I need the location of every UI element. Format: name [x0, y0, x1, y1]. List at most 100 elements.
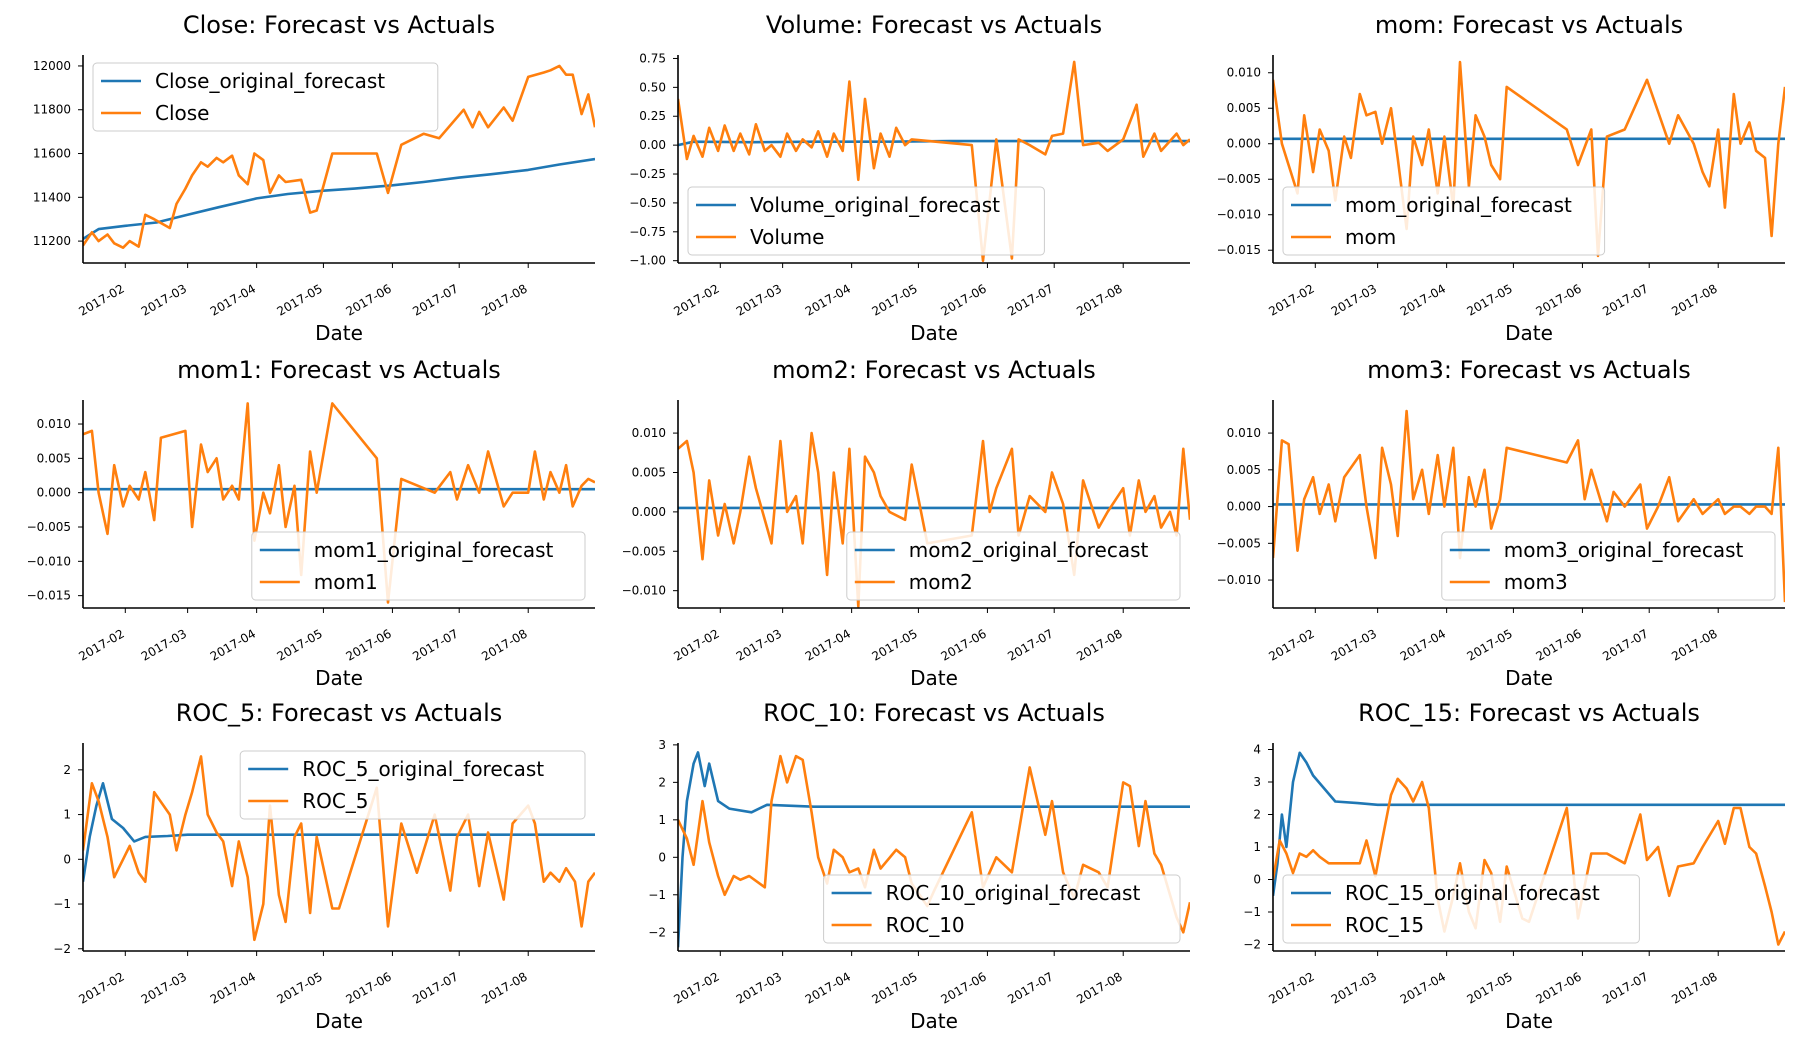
x-tick-label: 2017-05 [1464, 281, 1514, 318]
chart-panel: mom2: Forecast vs Actuals −0.010 −0.005 0.0… [622, 356, 1190, 690]
y-tick-label: 3 [1253, 775, 1261, 789]
legend-label: mom1_original_forecast [314, 538, 554, 562]
chart-title: mom1: Forecast vs Actuals [177, 356, 501, 384]
y-tick-label: 0.010 [37, 417, 71, 431]
x-axis-label: Date [315, 1009, 363, 1033]
x-tick-label: 2017-04 [803, 969, 853, 1006]
legend-label: ROC_15 [1345, 913, 1424, 937]
y-tick-label: 0.005 [632, 465, 666, 479]
y-tick-label: 0.005 [1227, 463, 1261, 477]
chart-title: Volume: Forecast vs Actuals [766, 11, 1102, 39]
x-tick-label: 2017-07 [1005, 626, 1055, 663]
chart-title: ROC_10: Forecast vs Actuals [763, 699, 1105, 727]
x-tick-label: 2017-07 [1600, 281, 1650, 318]
y-tick-label: −1 [1243, 905, 1261, 919]
x-tick-label: 2017-04 [208, 969, 258, 1006]
x-tick-label: 2017-02 [1266, 969, 1316, 1006]
y-tick-label: 0.010 [1227, 66, 1261, 80]
legend-label: ROC_5_original_forecast [302, 757, 544, 781]
forecast-series-line [1273, 751, 1785, 896]
legend-box [1282, 186, 1606, 256]
x-tick-label: 2017-05 [274, 626, 324, 663]
x-tick-label: 2017-05 [274, 969, 324, 1006]
chart-panel: ROC_15: Forecast vs Actuals −2 −1 0 1 2 3 4 2017… [1243, 699, 1785, 1033]
chart-panel: mom3: Forecast vs Actuals −0.010 −0.005 0.0… [1217, 356, 1785, 690]
x-tick-label: 2017-02 [671, 626, 721, 663]
legend-label: ROC_10 [886, 913, 965, 937]
legend: ROC_5_original_forecast ROC_5 [239, 750, 586, 820]
chart-title: ROC_5: Forecast vs Actuals [176, 699, 503, 727]
x-tick-label: 2017-08 [1669, 969, 1719, 1006]
x-tick-label: 2017-07 [1600, 626, 1650, 663]
x-tick-label: 2017-03 [1329, 281, 1379, 318]
y-tick-label: 0.010 [1227, 426, 1261, 440]
x-tick-label: 2017-03 [1329, 969, 1379, 1006]
y-tick-label: −0.005 [1217, 536, 1261, 550]
y-tick-label: 3 [658, 738, 666, 752]
x-tick-label: 2017-06 [344, 969, 394, 1006]
actual-series-line [1273, 60, 1785, 258]
x-tick-label: 2017-05 [1464, 969, 1514, 1006]
x-axis-label: Date [910, 321, 958, 345]
x-tick-label: 2017-03 [734, 281, 784, 318]
x-tick-label: 2017-06 [939, 969, 989, 1006]
forecast-series-line [678, 751, 1190, 948]
y-tick-label: 0.000 [1227, 500, 1261, 514]
y-tick-label: 0 [658, 850, 666, 864]
y-tick-label: 11600 [33, 147, 71, 161]
chart-title: mom3: Forecast vs Actuals [1367, 356, 1691, 384]
x-axis-label: Date [1505, 321, 1553, 345]
x-tick-label: 2017-08 [479, 626, 529, 663]
legend-label: Close [155, 101, 209, 125]
forecast-series-line [83, 782, 595, 882]
legend-label: mom [1345, 225, 1396, 249]
y-tick-label: −0.010 [1217, 208, 1261, 222]
y-tick-label: −0.75 [629, 225, 666, 239]
y-tick-label: 4 [1253, 743, 1261, 757]
y-tick-label: 11400 [33, 190, 71, 204]
y-tick-label: 0 [1253, 873, 1261, 887]
x-tick-label: 2017-08 [479, 969, 529, 1006]
chart-panel: Volume: Forecast vs Actuals −1.00 −0.75 −0.… [629, 11, 1190, 345]
legend-label: mom2_original_forecast [909, 538, 1149, 562]
x-tick-label: 2017-02 [76, 626, 126, 663]
x-tick-label: 2017-05 [869, 626, 919, 663]
actual-series-line [1273, 409, 1785, 603]
x-axis-label: Date [1505, 666, 1553, 690]
x-tick-label: 2017-06 [1534, 969, 1584, 1006]
x-tick-label: 2017-05 [274, 281, 324, 318]
legend-label: Volume [750, 225, 824, 249]
y-tick-label: −0.015 [27, 589, 71, 603]
chart-title: ROC_15: Forecast vs Actuals [1358, 699, 1700, 727]
y-tick-label: −1 [53, 897, 71, 911]
x-tick-label: 2017-03 [734, 969, 784, 1006]
y-tick-label: 2 [658, 775, 666, 789]
x-tick-label: 2017-02 [76, 281, 126, 318]
y-tick-label: 0.75 [639, 51, 666, 65]
legend: mom3_original_forecast mom3 [1441, 531, 1776, 601]
x-tick-label: 2017-06 [1534, 281, 1584, 318]
actual-series-line [678, 60, 1190, 262]
chart-panel: Close: Forecast vs Actuals 11200 11400 1160… [33, 11, 595, 345]
y-tick-label: −1.00 [629, 254, 666, 268]
x-tick-label: 2017-02 [76, 969, 126, 1006]
x-tick-label: 2017-04 [803, 626, 853, 663]
x-tick-label: 2017-07 [410, 626, 460, 663]
x-tick-label: 2017-03 [139, 281, 189, 318]
y-tick-label: 0.005 [37, 451, 71, 465]
x-tick-label: 2017-03 [1329, 626, 1379, 663]
actual-series-line [83, 64, 595, 249]
forecast-series-line [83, 157, 595, 241]
x-tick-label: 2017-07 [410, 969, 460, 1006]
legend-box [251, 531, 586, 601]
y-tick-label: 0 [63, 852, 71, 866]
y-tick-label: −1 [648, 888, 666, 902]
chart-title: mom2: Forecast vs Actuals [772, 356, 1096, 384]
x-tick-label: 2017-02 [1266, 626, 1316, 663]
legend-box [1441, 531, 1776, 601]
legend-label: Volume_original_forecast [750, 193, 1000, 217]
chart-panel: ROC_10: Forecast vs Actuals −2 −1 0 1 2 3 2017-… [648, 699, 1190, 1033]
y-tick-label: −0.50 [629, 196, 666, 210]
x-tick-label: 2017-02 [1266, 281, 1316, 318]
